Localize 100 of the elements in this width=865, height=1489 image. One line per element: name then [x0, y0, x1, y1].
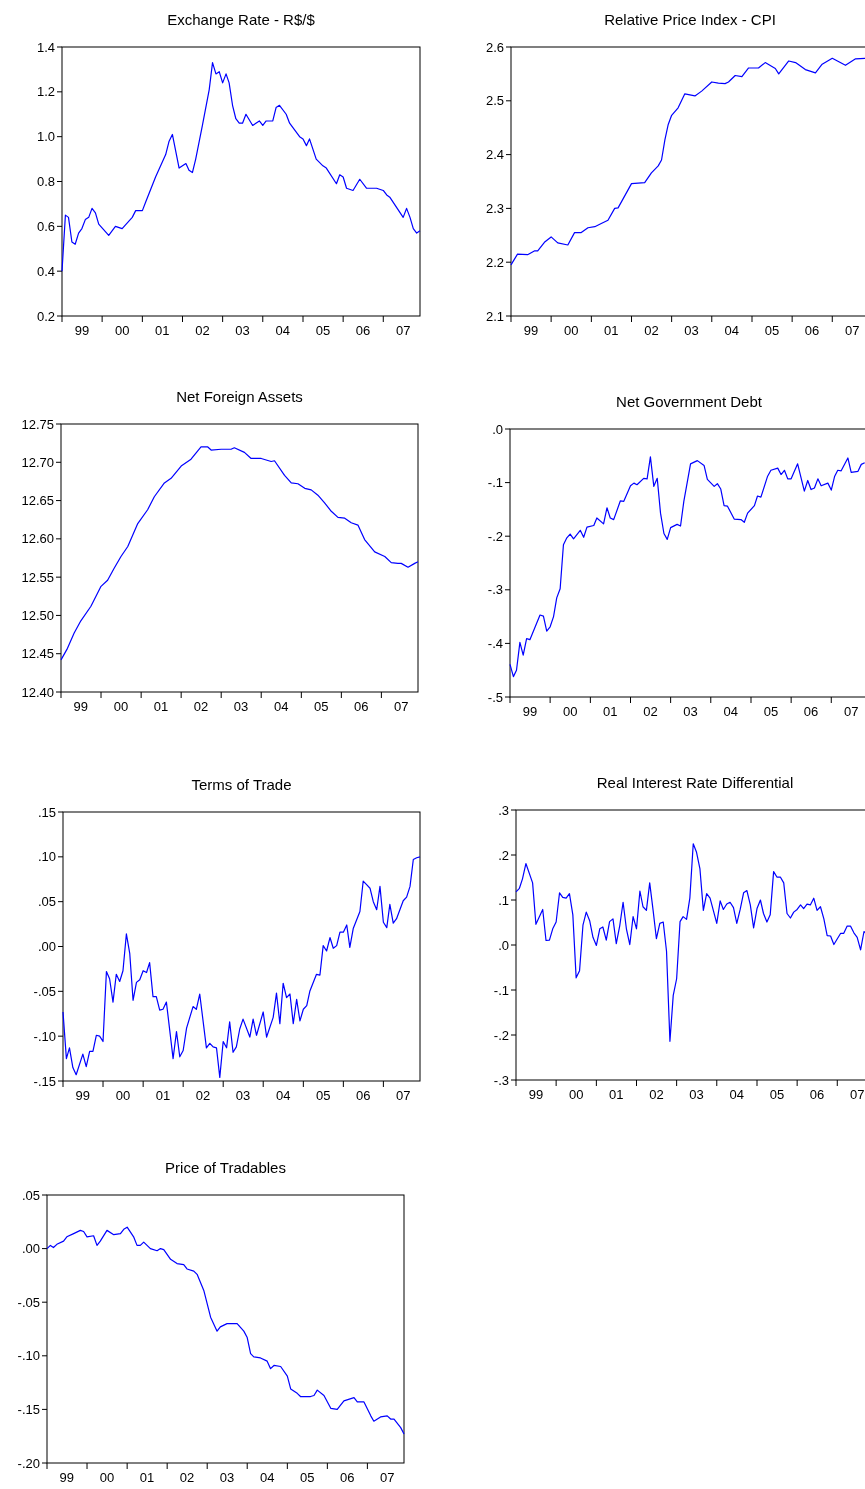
x-tick-label: 04: [273, 699, 289, 714]
y-tick-label: 2.2: [485, 254, 504, 270]
x-tick-label: 99: [75, 1088, 91, 1103]
x-tick-label: 03: [235, 1088, 251, 1103]
x-tick-label: 01: [139, 1470, 155, 1485]
x-tick-label: 00: [113, 699, 129, 714]
y-tick-label: .2: [498, 847, 509, 863]
x-tick-label: 07: [379, 1470, 395, 1485]
y-tick-label: -.2: [487, 528, 503, 544]
y-tick-label: .05: [21, 1187, 40, 1203]
y-tick-label: 12.75: [21, 416, 54, 432]
y-tick-label: .05: [37, 894, 56, 910]
x-tick-label: 01: [604, 323, 619, 338]
x-tick-label: 99: [528, 1087, 544, 1102]
x-tick-label: 04: [259, 1470, 275, 1485]
y-tick-label: -.20: [17, 1455, 40, 1471]
y-tick-label: 12.45: [21, 646, 54, 662]
y-tick-label: -.1: [487, 475, 503, 491]
y-tick-label: 0.8: [36, 174, 55, 190]
x-tick-label: 01: [155, 1088, 171, 1103]
y-tick-label: .15: [37, 804, 56, 820]
x-tick-label: 04: [729, 1087, 745, 1102]
y-tick-label: 12.40: [21, 684, 54, 700]
line-series: [61, 62, 421, 272]
x-tick-label: 06: [355, 1088, 371, 1103]
y-tick-label: 0.2: [36, 308, 55, 324]
line-series: [62, 856, 421, 1079]
x-tick-label: 06: [355, 323, 371, 338]
x-tick-label: 03: [235, 323, 250, 338]
x-tick-label: 00: [115, 1088, 131, 1103]
x-tick-label: 01: [153, 699, 169, 714]
x-tick-label: 99: [74, 323, 90, 338]
x-tick-label: 07: [849, 1087, 865, 1102]
x-tick-label: 06: [803, 704, 819, 719]
y-tick-label: .0: [498, 937, 509, 953]
chart-title: Real Interest Rate Differential: [596, 774, 794, 791]
x-tick-label: 03: [219, 1470, 235, 1485]
chart-title: Net Government Debt: [616, 393, 763, 410]
y-tick-label: -.5: [487, 689, 503, 705]
x-tick-label: 07: [395, 323, 411, 338]
x-tick-label: 01: [609, 1087, 624, 1102]
y-tick-label: 0.6: [36, 218, 55, 234]
y-tick-label: -.05: [17, 1294, 40, 1310]
x-tick-label: 00: [563, 323, 579, 338]
x-tick-label: 02: [193, 699, 209, 714]
x-tick-label: 04: [275, 323, 291, 338]
line-series: [60, 446, 419, 661]
x-tick-label: 01: [155, 323, 170, 338]
y-tick-label: 1.2: [36, 84, 55, 100]
y-tick-label: -.10: [17, 1348, 40, 1364]
x-tick-label: 05: [313, 699, 329, 714]
x-tick-label: 00: [568, 1087, 584, 1102]
y-tick-label: 12.60: [21, 531, 54, 547]
x-tick-label: 03: [233, 699, 249, 714]
x-tick-label: 05: [764, 323, 780, 338]
chart-title: Net Foreign Assets: [176, 388, 303, 405]
y-tick-label: .1: [498, 892, 509, 908]
y-tick-label: -.1: [493, 982, 509, 998]
y-tick-label: 2.3: [485, 200, 504, 216]
x-tick-label: 00: [99, 1470, 115, 1485]
y-tick-label: -.05: [33, 983, 56, 999]
x-tick-label: 99: [523, 323, 539, 338]
x-tick-label: 04: [723, 704, 739, 719]
x-tick-label: 02: [649, 1087, 664, 1102]
y-tick-label: 12.55: [21, 569, 54, 585]
y-tick-label: 0.4: [36, 263, 55, 279]
x-tick-label: 00: [562, 704, 578, 719]
x-tick-label: 05: [299, 1470, 315, 1485]
x-tick-label: 03: [683, 704, 698, 719]
x-tick-label: 07: [843, 704, 859, 719]
x-tick-label: 05: [315, 323, 331, 338]
x-tick-label: 06: [804, 323, 820, 338]
y-tick-label: -.2: [493, 1027, 509, 1043]
chart-title: Relative Price Index - CPI: [604, 11, 776, 28]
x-tick-label: 04: [724, 323, 740, 338]
x-tick-label: 02: [195, 1088, 211, 1103]
x-tick-label: 06: [809, 1087, 825, 1102]
y-tick-label: -.10: [33, 1028, 56, 1044]
y-tick-label: 2.6: [485, 39, 504, 55]
x-tick-label: 03: [689, 1087, 704, 1102]
x-tick-label: 07: [844, 323, 860, 338]
x-tick-label: 99: [73, 699, 89, 714]
y-tick-label: 12.70: [21, 454, 54, 470]
x-tick-label: 00: [114, 323, 130, 338]
x-tick-label: 05: [769, 1087, 785, 1102]
x-tick-label: 02: [644, 323, 659, 338]
x-tick-label: 99: [522, 704, 538, 719]
chart-title: Terms of Trade: [191, 776, 292, 793]
y-tick-label: -.3: [493, 1072, 509, 1088]
x-tick-label: 06: [339, 1470, 355, 1485]
y-tick-label: .00: [21, 1241, 40, 1257]
y-tick-label: .10: [37, 849, 56, 865]
x-tick-label: 02: [195, 323, 210, 338]
x-tick-label: 03: [684, 323, 699, 338]
x-tick-label: 02: [179, 1470, 195, 1485]
x-tick-label: 02: [643, 704, 658, 719]
y-tick-label: 12.65: [21, 493, 54, 509]
line-series: [510, 57, 865, 266]
x-tick-label: 04: [275, 1088, 291, 1103]
y-tick-label: 12.50: [21, 607, 54, 623]
